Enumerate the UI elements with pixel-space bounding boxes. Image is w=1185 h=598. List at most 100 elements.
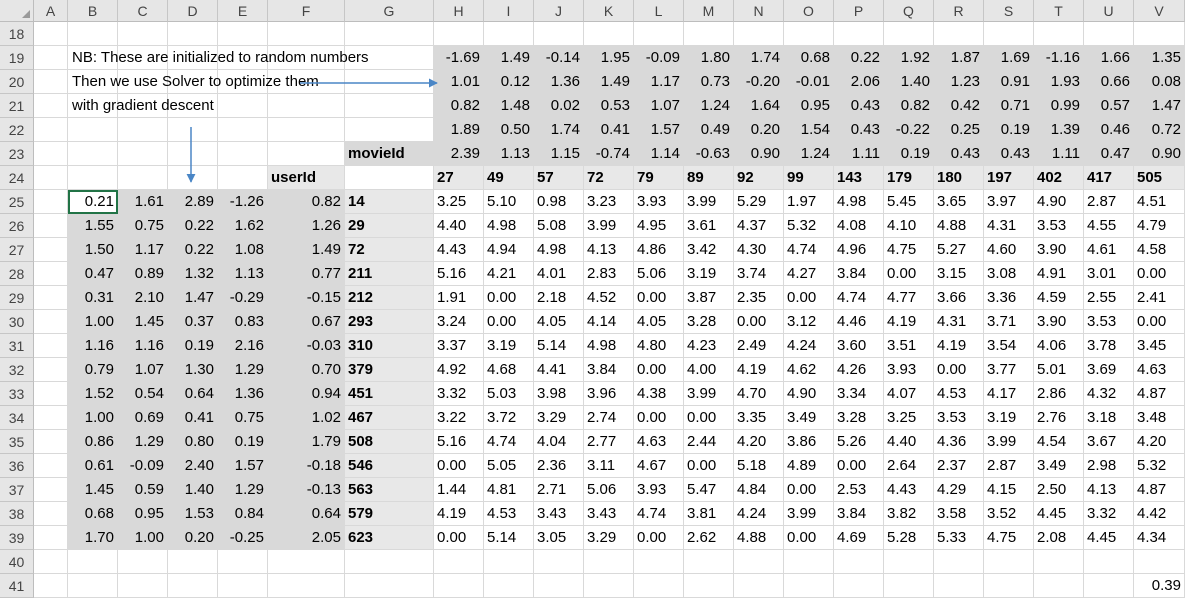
user-factor-cell[interactable]: 0.82	[268, 190, 345, 214]
cell[interactable]	[834, 22, 884, 46]
movie-factor-cell[interactable]: 0.43	[934, 142, 984, 166]
movie-id-header[interactable]: 79	[634, 166, 684, 190]
user-factor-cell[interactable]: 1.53	[168, 502, 218, 526]
column-header-m[interactable]: M	[684, 0, 734, 22]
prediction-cell[interactable]: 3.28	[834, 406, 884, 430]
prediction-cell[interactable]: 4.19	[434, 502, 484, 526]
movie-factor-cell[interactable]: -0.14	[534, 46, 584, 70]
movie-id-header[interactable]: 89	[684, 166, 734, 190]
movie-factor-cell[interactable]: 0.90	[1134, 142, 1185, 166]
movie-factor-cell[interactable]: 0.99	[1034, 94, 1084, 118]
prediction-cell[interactable]: 4.98	[534, 238, 584, 262]
prediction-cell[interactable]: 4.92	[434, 358, 484, 382]
row-header-28[interactable]: 28	[0, 262, 34, 286]
prediction-cell[interactable]: 3.15	[934, 262, 984, 286]
column-header-h[interactable]: H	[434, 0, 484, 22]
prediction-cell[interactable]: 0.00	[634, 358, 684, 382]
prediction-cell[interactable]: 4.58	[1134, 238, 1185, 262]
cell[interactable]	[34, 502, 68, 526]
cell[interactable]	[634, 550, 684, 574]
user-factor-cell[interactable]: 2.89	[168, 190, 218, 214]
prediction-cell[interactable]: 4.17	[984, 382, 1034, 406]
prediction-cell[interactable]: 3.29	[584, 526, 634, 550]
cell[interactable]	[984, 550, 1034, 574]
cell[interactable]	[684, 550, 734, 574]
movie-factor-cell[interactable]: 0.02	[534, 94, 584, 118]
prediction-cell[interactable]: 4.80	[634, 334, 684, 358]
prediction-cell[interactable]: 3.49	[784, 406, 834, 430]
cell[interactable]	[268, 22, 345, 46]
prediction-cell[interactable]: 3.24	[434, 310, 484, 334]
prediction-cell[interactable]: 3.65	[934, 190, 984, 214]
prediction-cell[interactable]: 3.11	[584, 454, 634, 478]
column-header-q[interactable]: Q	[884, 0, 934, 22]
movie-factor-cell[interactable]: 1.24	[684, 94, 734, 118]
movie-factor-cell[interactable]: 1.47	[1134, 94, 1185, 118]
prediction-cell[interactable]: 3.45	[1134, 334, 1185, 358]
prediction-cell[interactable]: 4.75	[884, 238, 934, 262]
movie-id-header[interactable]: 197	[984, 166, 1034, 190]
movie-factor-cell[interactable]: 1.92	[884, 46, 934, 70]
prediction-cell[interactable]: 2.71	[534, 478, 584, 502]
row-header-30[interactable]: 30	[0, 310, 34, 334]
prediction-cell[interactable]: 4.34	[1134, 526, 1185, 550]
row-header-22[interactable]: 22	[0, 118, 34, 142]
prediction-cell[interactable]: 5.16	[434, 262, 484, 286]
prediction-cell[interactable]: 0.00	[1134, 310, 1185, 334]
movie-id-label[interactable]: movieId	[345, 142, 434, 166]
cell[interactable]	[1034, 550, 1084, 574]
movie-factor-cell[interactable]: 1.01	[434, 70, 484, 94]
movie-factor-cell[interactable]: 0.12	[484, 70, 534, 94]
prediction-cell[interactable]: 4.94	[484, 238, 534, 262]
user-factor-cell[interactable]: 0.19	[168, 334, 218, 358]
prediction-cell[interactable]: 3.74	[734, 262, 784, 286]
prediction-cell[interactable]: 4.55	[1084, 214, 1134, 238]
movie-factor-cell[interactable]: 1.89	[434, 118, 484, 142]
cell[interactable]	[784, 22, 834, 46]
movie-factor-cell[interactable]: 0.91	[984, 70, 1034, 94]
movie-factor-cell[interactable]: 1.24	[784, 142, 834, 166]
user-factor-cell[interactable]: 1.00	[118, 526, 168, 550]
user-factor-cell[interactable]: -0.15	[268, 286, 345, 310]
prediction-cell[interactable]: 0.00	[934, 358, 984, 382]
prediction-cell[interactable]: 2.98	[1084, 454, 1134, 478]
movie-factor-cell[interactable]: 0.22	[834, 46, 884, 70]
cell[interactable]	[345, 550, 434, 574]
user-factor-cell[interactable]: 0.75	[218, 406, 268, 430]
prediction-cell[interactable]: 0.00	[784, 286, 834, 310]
prediction-cell[interactable]: 4.70	[734, 382, 784, 406]
user-factor-cell[interactable]: 0.94	[268, 382, 345, 406]
prediction-cell[interactable]: 4.29	[934, 478, 984, 502]
user-id-label[interactable]: userId	[268, 166, 345, 190]
movie-factor-cell[interactable]: -0.01	[784, 70, 834, 94]
cell[interactable]	[434, 574, 484, 598]
prediction-cell[interactable]: 0.00	[1134, 262, 1185, 286]
user-factor-cell[interactable]: 1.45	[118, 310, 168, 334]
cell[interactable]	[345, 70, 434, 94]
user-factor-cell[interactable]: 0.22	[168, 238, 218, 262]
row-header-26[interactable]: 26	[0, 214, 34, 238]
cell[interactable]	[34, 46, 68, 70]
prediction-cell[interactable]: 4.27	[784, 262, 834, 286]
movie-factor-cell[interactable]: 0.95	[784, 94, 834, 118]
prediction-cell[interactable]: 4.45	[1034, 502, 1084, 526]
cell[interactable]	[268, 550, 345, 574]
user-factor-cell[interactable]: 1.00	[68, 310, 118, 334]
column-header-d[interactable]: D	[168, 0, 218, 22]
prediction-cell[interactable]: 2.64	[884, 454, 934, 478]
prediction-cell[interactable]: 4.61	[1084, 238, 1134, 262]
user-factor-cell[interactable]: 0.59	[118, 478, 168, 502]
prediction-cell[interactable]: 3.32	[434, 382, 484, 406]
prediction-cell[interactable]: 4.31	[934, 310, 984, 334]
user-factor-cell[interactable]: 1.49	[268, 238, 345, 262]
prediction-cell[interactable]: 2.74	[584, 406, 634, 430]
prediction-cell[interactable]: 3.81	[684, 502, 734, 526]
movie-factor-cell[interactable]: 0.19	[984, 118, 1034, 142]
prediction-cell[interactable]: 3.52	[984, 502, 1034, 526]
movie-factor-cell[interactable]: 1.95	[584, 46, 634, 70]
movie-id-header[interactable]: 27	[434, 166, 484, 190]
prediction-cell[interactable]: 4.05	[534, 310, 584, 334]
prediction-cell[interactable]: 4.86	[634, 238, 684, 262]
user-factor-cell[interactable]: 1.16	[68, 334, 118, 358]
movie-factor-cell[interactable]: 1.80	[684, 46, 734, 70]
